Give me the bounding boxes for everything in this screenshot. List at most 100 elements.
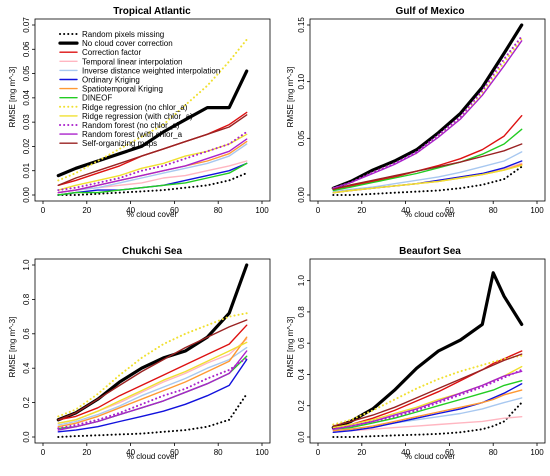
panel-title: Tropical Atlantic <box>113 6 191 17</box>
series-line-ridge-regression-with-chlor-a <box>57 133 248 191</box>
x-axis-label: % cloud cover <box>405 452 456 461</box>
series-line-ridge-regression-no-chlor-a <box>332 37 523 190</box>
x-tick-label: 80 <box>489 448 498 457</box>
series-line-random-pixels-missing <box>57 393 248 438</box>
series-line-random-forest-with-chlor-a <box>332 370 523 430</box>
x-tick-label: 40 <box>126 448 135 457</box>
legend-label-dineof: DINEOF <box>82 94 112 103</box>
series-line-random-forest-no-chlor-a <box>57 130 248 192</box>
panel-title: Chukchi Sea <box>122 246 182 257</box>
y-tick-label: 0.07 <box>22 17 31 33</box>
series-line-dineof <box>332 380 523 430</box>
y-axis-label: RMSE [mg m^-3] <box>286 67 295 128</box>
x-tick-label: 80 <box>214 206 223 215</box>
x-tick-label: 0 <box>41 206 46 215</box>
plot-tropical-atlantic: 0 20 40 60 80 100 0.00 0.01 0.02 0.03 0.04 0.05 0.06… <box>22 17 271 215</box>
y-tick-label: 0.8 <box>22 293 31 305</box>
series-line-ridge-regression-no-chlor-a <box>57 312 248 418</box>
legend-label-ridge-regression-no-chlor-a: Ridge regression (no chlor_a) <box>82 103 188 112</box>
y-tick-label: 0.02 <box>22 138 31 154</box>
y-tick-label: 0.01 <box>22 162 31 178</box>
x-tick-label: 40 <box>126 206 135 215</box>
y-tick-label: 0.10 <box>297 73 306 89</box>
series-line-no-cloud-cover-correction <box>56 69 249 178</box>
y-tick-label: 0.4 <box>297 368 306 380</box>
series-line-temporal-linear-interpolation <box>332 416 523 433</box>
series-line-ridge-regression-no-chlor-a <box>332 354 523 426</box>
series-line-ridge-regression-no-chlor-a <box>57 38 248 182</box>
y-tick-label: 0.4 <box>22 362 31 374</box>
series-line-random-pixels-missing <box>57 172 248 196</box>
legend-label-self-organizing-maps: Self-organizing maps <box>82 139 157 148</box>
x-tick-label: 100 <box>255 206 269 215</box>
series-line-self-organizing-maps <box>57 114 248 187</box>
legend-label-random-forest-no-chlor-a: Random forest (no chlor_a) <box>82 121 180 130</box>
series-line-ridge-regression-with-chlor-a <box>332 164 523 194</box>
x-tick-label: 40 <box>401 206 410 215</box>
series-line-spatiotemporal-kriging <box>332 389 523 432</box>
x-tick-label: 20 <box>82 206 91 215</box>
panel-chukchi-sea: Chukchi Sea % cloud cover RMSE [mg m^-3] <box>8 246 182 461</box>
series-line-ordinary-kriging <box>57 358 248 433</box>
series-line-random-pixels-missing <box>332 401 523 438</box>
y-tick-label: 0.0 <box>22 431 31 443</box>
y-tick-label: 0.2 <box>22 396 31 408</box>
legend-label-random-forest-with-chlor-a: Random forest (with chlor_a <box>82 130 183 139</box>
x-tick-label: 0 <box>41 448 46 457</box>
plot-frame <box>309 18 546 202</box>
y-tick-label: 0.00 <box>297 187 306 203</box>
series-line-inverse-distance-weighted-interpolation <box>57 346 248 426</box>
y-tick-label: 0.06 <box>22 41 31 57</box>
x-tick-label: 80 <box>214 448 223 457</box>
x-tick-label: 60 <box>445 448 454 457</box>
x-tick-label: 40 <box>401 448 410 457</box>
plot-frame <box>309 258 546 444</box>
series-line-random-forest-with-chlor-a <box>57 350 248 431</box>
panel-title: Gulf of Mexico <box>396 6 465 17</box>
plot-gulf-of-mexico: 0 20 40 60 80 100 0.00 0.05 0.10 0.15 <box>297 17 546 215</box>
y-axis-label: RMSE [mg m^-3] <box>286 317 295 378</box>
series-line-ridge-regression-with-chlor-a <box>57 341 248 424</box>
x-tick-label: 100 <box>255 448 269 457</box>
plot-beaufort-sea: 0 20 40 60 80 100 0.0 0.2 0.4 0.6 0.8 1.0 <box>297 258 546 457</box>
x-tick-label: 0 <box>316 448 321 457</box>
y-tick-label: 0.00 <box>22 187 31 203</box>
legend-label-temporal-linear-interpolation: Temporal linear interpolation <box>82 57 183 66</box>
series-line-self-organizing-maps <box>332 143 523 191</box>
y-tick-label: 1.0 <box>297 275 306 287</box>
x-tick-label: 60 <box>170 448 179 457</box>
legend-label-ridge-regression-with-chlor-a: Ridge regression (with chlor_a) <box>82 112 193 121</box>
x-tick-label: 80 <box>489 206 498 215</box>
legend-label-correction-factor: Correction factor <box>82 48 141 57</box>
y-tick-label: 0.04 <box>22 90 31 106</box>
plot-frame <box>34 18 271 202</box>
legend-label-ordinary-kriging: Ordinary Kriging <box>82 76 140 85</box>
legend-label-random-pixels-missing: Random pixels missing <box>82 30 164 39</box>
y-tick-label: 0.05 <box>22 65 31 81</box>
series-line-random-forest-no-chlor-a <box>57 356 248 430</box>
series-line-no-cloud-cover-correction <box>331 271 524 430</box>
y-tick-label: 0.8 <box>297 306 306 318</box>
series-line-no-cloud-cover-correction <box>331 23 524 190</box>
y-tick-label: 0.15 <box>297 17 306 33</box>
y-tick-label: 1.0 <box>22 259 31 271</box>
x-tick-label: 0 <box>316 206 321 215</box>
x-axis-label: % cloud cover <box>127 210 178 219</box>
legend-label-spatiotemporal-kriging: Spatiotemporal Kriging <box>82 85 163 94</box>
x-axis-label: % cloud cover <box>127 452 178 461</box>
series-line-random-forest-no-chlor-a <box>332 35 523 190</box>
panel-beaufort-sea: Beaufort Sea % cloud cover RMSE [mg m^-3… <box>286 246 461 461</box>
panel-title: Beaufort Sea <box>399 246 461 257</box>
x-tick-label: 100 <box>530 206 544 215</box>
series-line-correction-factor <box>57 324 248 421</box>
series-line-self-organizing-maps <box>332 353 523 427</box>
series-line-ordinary-kriging <box>332 383 523 433</box>
series-line-correction-factor <box>332 350 523 429</box>
series-line-self-organizing-maps <box>57 319 248 421</box>
series-line-random-forest-with-chlor-a <box>332 40 523 189</box>
y-tick-label: 0.6 <box>297 337 306 349</box>
x-tick-label: 20 <box>357 448 366 457</box>
series-line-spatiotemporal-kriging <box>57 336 248 428</box>
legend-label-no-cloud-cover-correction: No cloud cover correction <box>82 39 173 48</box>
series-line-random-forest-with-chlor-a <box>57 138 248 194</box>
